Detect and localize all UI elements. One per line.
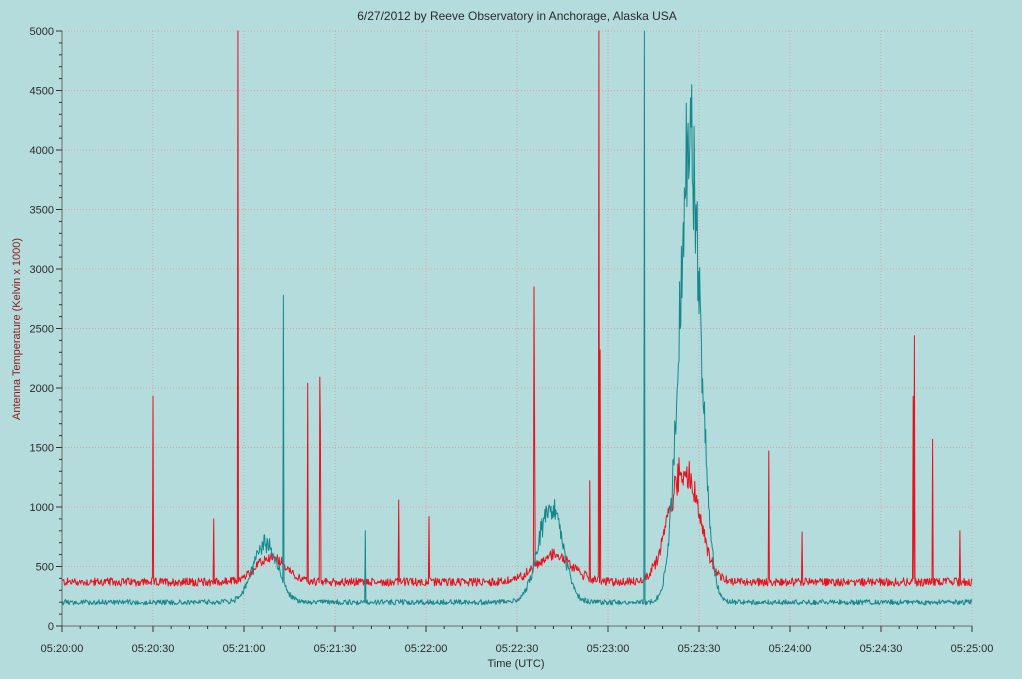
x-tick-label: 05:20:00 (41, 643, 84, 655)
y-tick-label: 3500 (30, 205, 54, 217)
series-line-1 (61, 30, 973, 587)
series-layer (61, 30, 973, 606)
x-tick-label: 05:22:30 (496, 643, 539, 655)
y-tick-label: 500 (36, 562, 54, 574)
series-line-2 (61, 30, 973, 606)
y-tick-label: 4500 (30, 86, 54, 98)
y-tick-label: 2000 (30, 383, 54, 395)
x-tick-label: 05:21:00 (223, 643, 266, 655)
y-tick-label: 1000 (30, 502, 54, 514)
x-tick-label: 05:25:00 (951, 643, 994, 655)
x-tick-label: 05:21:30 (314, 643, 357, 655)
y-tick-label: 1500 (30, 443, 54, 455)
x-tick-label: 05:24:00 (769, 643, 812, 655)
y-axis-title: Antenna Temperature (Kelvin x 1000) (11, 238, 23, 420)
x-tick-label: 05:24:30 (860, 643, 903, 655)
y-tick-label: 0 (48, 621, 54, 633)
y-tick-label: 2500 (30, 324, 54, 336)
chart-title: 6/27/2012 by Reeve Observatory in Anchor… (357, 9, 677, 23)
x-axis-title: Time (UTC) (487, 658, 544, 670)
x-tick-label: 05:22:00 (405, 643, 448, 655)
x-tick-label: 05:23:00 (587, 643, 630, 655)
y-tick-label: 3000 (30, 264, 54, 276)
grid-lines (62, 30, 973, 626)
x-tick-label: 05:20:30 (132, 643, 175, 655)
x-tick-label: 05:23:30 (678, 643, 721, 655)
y-tick-label: 4000 (30, 145, 54, 157)
y-tick-label: 5000 (30, 26, 54, 38)
axes: 0 500 1000 1500 2000 2500 3000 3500 4000 4500 5000… (30, 26, 994, 655)
